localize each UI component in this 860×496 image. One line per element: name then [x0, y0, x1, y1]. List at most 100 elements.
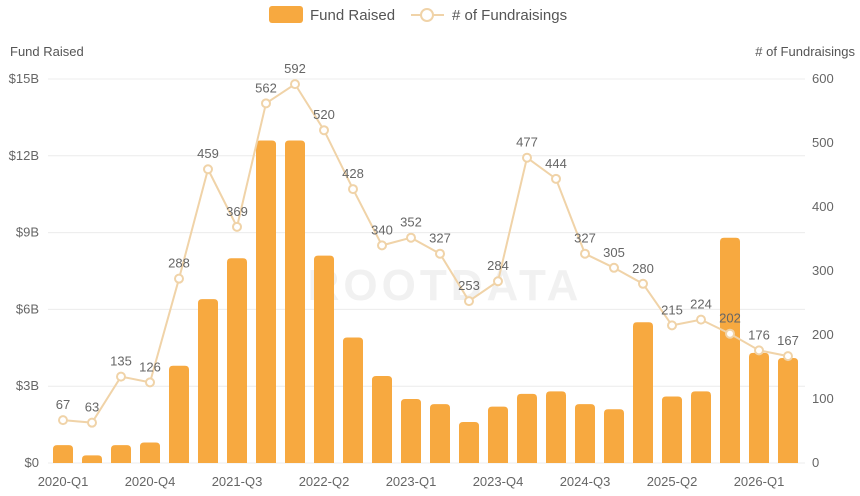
point-2022-Q4[interactable]	[377, 240, 387, 251]
point-2020-Q3[interactable]	[116, 371, 126, 382]
right-axis-ticks: 0 100 200 300 400 500 600	[812, 71, 834, 470]
right-tick-label: 300	[812, 263, 834, 278]
data-label-2022-Q1: 592	[284, 61, 306, 76]
point-2021-Q3[interactable]	[232, 221, 242, 232]
data-label-2023-Q3: 253	[458, 278, 480, 293]
bar-2020-Q3[interactable]	[111, 445, 131, 463]
bar-2026-Q2[interactable]	[778, 358, 798, 463]
point-2024-Q3[interactable]	[580, 248, 590, 259]
point-2021-Q1[interactable]	[174, 273, 184, 284]
point-2026-Q2[interactable]	[783, 351, 793, 362]
point-2021-Q2[interactable]	[203, 164, 213, 175]
bar-2025-Q4[interactable]	[720, 237, 740, 463]
legend[interactable]: Fund Raised # of Fundraisings	[269, 6, 567, 24]
data-label-2022-Q3: 428	[342, 166, 364, 181]
bar-2025-Q1[interactable]	[633, 322, 653, 463]
left-tick-label: $0	[25, 455, 39, 470]
fundraisings-line: 67 63 135 126 288 459 369 562 592 520 428 340 352 327…	[56, 61, 799, 428]
point-2025-Q2[interactable]	[667, 320, 677, 331]
point-2024-Q1[interactable]	[522, 152, 532, 163]
bar-2023-Q4[interactable]	[488, 406, 508, 463]
data-label-2022-Q2: 520	[313, 107, 335, 122]
bar-2020-Q2[interactable]	[82, 455, 102, 463]
point-2023-Q4[interactable]	[493, 276, 503, 287]
fund-raised-bars	[53, 140, 798, 463]
x-tick-label: 2026-Q1	[734, 474, 785, 489]
x-tick-label: 2025-Q2	[647, 474, 698, 489]
data-label-2024-Q3: 327	[574, 231, 596, 246]
point-2025-Q4[interactable]	[725, 328, 735, 339]
data-label-2023-Q2: 327	[429, 231, 451, 246]
x-tick-label: 2020-Q4	[125, 474, 176, 489]
data-label-2023-Q4: 284	[487, 258, 509, 273]
point-2024-Q4[interactable]	[609, 262, 619, 273]
data-label-2024-Q2: 444	[545, 156, 567, 171]
right-tick-label: 100	[812, 391, 834, 406]
bar-2026-Q1[interactable]	[749, 352, 769, 463]
bar-2024-Q2[interactable]	[546, 391, 566, 463]
bar-2020-Q1[interactable]	[53, 445, 73, 463]
x-tick-label: 2023-Q1	[386, 474, 437, 489]
left-tick-label: $6B	[16, 301, 39, 316]
bar-2025-Q2[interactable]	[662, 396, 682, 463]
data-label-2024-Q4: 305	[603, 245, 625, 260]
bar-2023-Q3[interactable]	[459, 422, 479, 463]
x-tick-label: 2022-Q2	[299, 474, 350, 489]
bar-2023-Q2[interactable]	[430, 404, 450, 463]
point-2025-Q3[interactable]	[696, 314, 706, 325]
data-label-2020-Q1: 67	[56, 397, 70, 412]
bar-2022-Q1[interactable]	[285, 140, 305, 463]
point-2024-Q2[interactable]	[551, 173, 561, 184]
x-tick-label: 2021-Q3	[212, 474, 263, 489]
point-2022-Q2[interactable]	[319, 125, 329, 136]
right-tick-label: 500	[812, 135, 834, 150]
point-2026-Q1[interactable]	[754, 345, 764, 356]
point-2022-Q3[interactable]	[348, 184, 358, 195]
bar-2021-Q1[interactable]	[169, 365, 189, 463]
bar-2023-Q1[interactable]	[401, 399, 421, 463]
bar-2022-Q4[interactable]	[372, 375, 392, 463]
data-label-2020-Q4: 126	[139, 359, 161, 374]
fundraisings-line-path	[62, 82, 789, 424]
data-label-2021-Q2: 459	[197, 146, 219, 161]
point-2021-Q4[interactable]	[261, 98, 271, 109]
bar-2021-Q3[interactable]	[227, 258, 247, 463]
point-2023-Q3[interactable]	[464, 296, 474, 307]
point-2023-Q2[interactable]	[435, 248, 445, 259]
data-label-2021-Q4: 562	[255, 80, 277, 95]
point-2020-Q1[interactable]	[58, 415, 68, 426]
right-tick-label: 0	[812, 455, 819, 470]
bar-2020-Q4[interactable]	[140, 442, 160, 463]
data-label-2025-Q3: 224	[690, 297, 712, 312]
bar-2022-Q2[interactable]	[314, 255, 334, 463]
x-tick-label: 2020-Q1	[38, 474, 89, 489]
watermark: ROOTDATA	[308, 261, 583, 310]
point-2022-Q1[interactable]	[290, 79, 300, 90]
right-tick-label: 200	[812, 327, 834, 342]
data-label-2023-Q1: 352	[400, 215, 422, 230]
bar-2025-Q3[interactable]	[691, 391, 711, 463]
bar-2024-Q3[interactable]	[575, 404, 595, 463]
point-2023-Q1[interactable]	[406, 232, 416, 243]
right-tick-label: 400	[812, 199, 834, 214]
bar-2024-Q4[interactable]	[604, 409, 624, 463]
right-axis-title: # of Fundraisings	[755, 44, 855, 59]
x-tick-label: 2024-Q3	[560, 474, 611, 489]
legend-swatch-fund-raised	[269, 6, 303, 23]
legend-label-fund-raised: Fund Raised	[310, 7, 395, 24]
point-2020-Q2[interactable]	[87, 417, 97, 428]
right-tick-label: 600	[812, 71, 834, 86]
data-label-2025-Q4: 202	[719, 311, 741, 326]
bar-2024-Q1[interactable]	[517, 393, 537, 463]
data-label-2026-Q2: 167	[777, 333, 799, 348]
left-tick-label: $15B	[9, 71, 39, 86]
data-label-2021-Q3: 369	[226, 204, 248, 219]
bar-2021-Q2[interactable]	[198, 299, 218, 463]
point-2020-Q4[interactable]	[145, 377, 155, 388]
left-axis-ticks: $0 $3B $6B $9B $12B $15B	[9, 71, 39, 470]
bar-2021-Q4[interactable]	[256, 140, 276, 463]
left-axis-title: Fund Raised	[10, 44, 84, 59]
bar-2022-Q3[interactable]	[343, 337, 363, 463]
left-tick-label: $3B	[16, 378, 39, 393]
point-2025-Q1[interactable]	[638, 278, 648, 289]
